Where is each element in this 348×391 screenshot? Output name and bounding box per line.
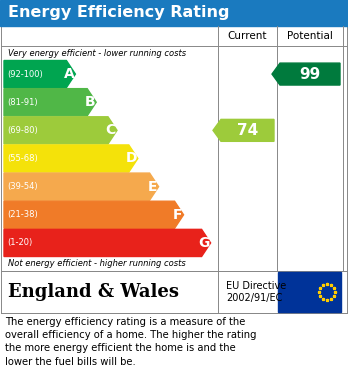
Polygon shape [4,89,96,116]
Text: C: C [106,123,116,137]
Bar [278,272,341,312]
Text: The energy efficiency rating is a measure of the
overall efficiency of a home. T: The energy efficiency rating is a measur… [5,317,256,367]
Text: (69-80): (69-80) [7,126,38,135]
Text: B: B [85,95,95,109]
Text: Very energy efficient - lower running costs: Very energy efficient - lower running co… [8,50,186,59]
Polygon shape [4,173,159,200]
Text: (21-38): (21-38) [7,210,38,219]
Text: D: D [125,151,137,165]
Polygon shape [4,201,183,228]
Text: Not energy efficient - higher running costs: Not energy efficient - higher running co… [8,258,186,267]
Polygon shape [272,63,340,85]
Text: (92-100): (92-100) [7,70,43,79]
Polygon shape [4,61,76,88]
Polygon shape [213,119,274,141]
Text: 99: 99 [299,66,321,82]
Text: 74: 74 [237,123,258,138]
Text: Potential: Potential [287,31,333,41]
Text: F: F [173,208,183,222]
Text: E: E [148,179,158,194]
Bar [1,26,347,271]
Text: (81-91): (81-91) [7,98,38,107]
Text: Current: Current [228,31,267,41]
Text: (1-20): (1-20) [7,239,32,248]
Text: EU Directive
2002/91/EC: EU Directive 2002/91/EC [226,281,286,303]
Polygon shape [4,230,211,256]
Text: (39-54): (39-54) [7,182,38,191]
Text: A: A [64,67,74,81]
Text: (55-68): (55-68) [7,154,38,163]
Bar [0,0,348,26]
Polygon shape [4,117,117,144]
Text: G: G [198,236,209,250]
Text: England & Wales: England & Wales [8,283,179,301]
Text: Energy Efficiency Rating: Energy Efficiency Rating [8,5,229,20]
Bar [1,271,347,313]
Polygon shape [4,145,138,172]
